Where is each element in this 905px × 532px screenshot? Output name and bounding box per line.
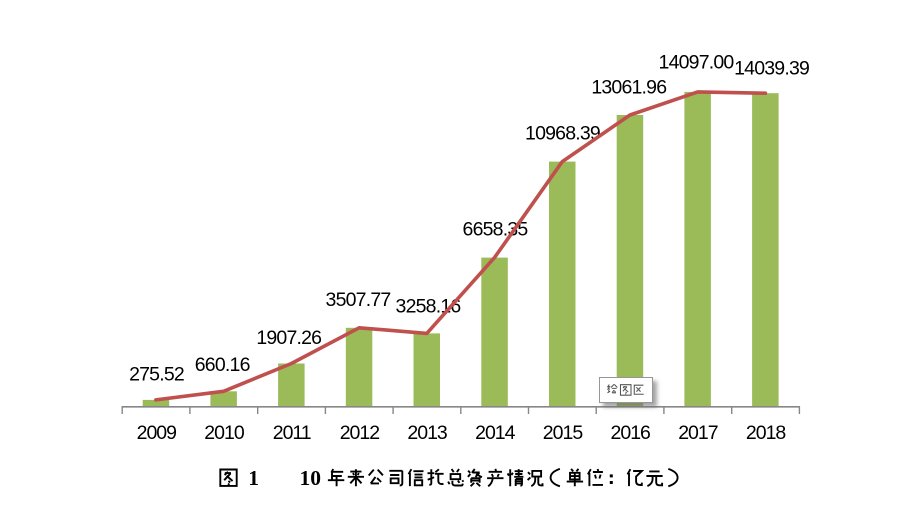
svg-text:13061.96: 13061.96 bbox=[591, 76, 666, 98]
svg-text:660.16: 660.16 bbox=[195, 354, 250, 376]
svg-text:2011: 2011 bbox=[273, 422, 311, 444]
svg-text:2014: 2014 bbox=[475, 422, 516, 444]
svg-text:14039.39: 14039.39 bbox=[734, 57, 809, 79]
svg-text:1: 1 bbox=[248, 466, 259, 490]
svg-text:1907.26: 1907.26 bbox=[256, 327, 321, 349]
svg-text:2009: 2009 bbox=[137, 422, 177, 444]
svg-text:14097.00: 14097.00 bbox=[659, 52, 735, 74]
svg-text:2018: 2018 bbox=[746, 422, 786, 444]
svg-text:2015: 2015 bbox=[543, 422, 584, 444]
svg-text:10968.39: 10968.39 bbox=[525, 123, 600, 145]
svg-text:275.52: 275.52 bbox=[129, 363, 184, 385]
svg-text:2017: 2017 bbox=[678, 422, 718, 444]
svg-text:2012: 2012 bbox=[340, 422, 380, 444]
svg-text:2013: 2013 bbox=[407, 422, 447, 444]
svg-text:3507.77: 3507.77 bbox=[326, 289, 391, 311]
svg-text:2010: 2010 bbox=[204, 422, 245, 444]
svg-text:10: 10 bbox=[300, 466, 322, 490]
svg-text:2016: 2016 bbox=[611, 422, 651, 444]
